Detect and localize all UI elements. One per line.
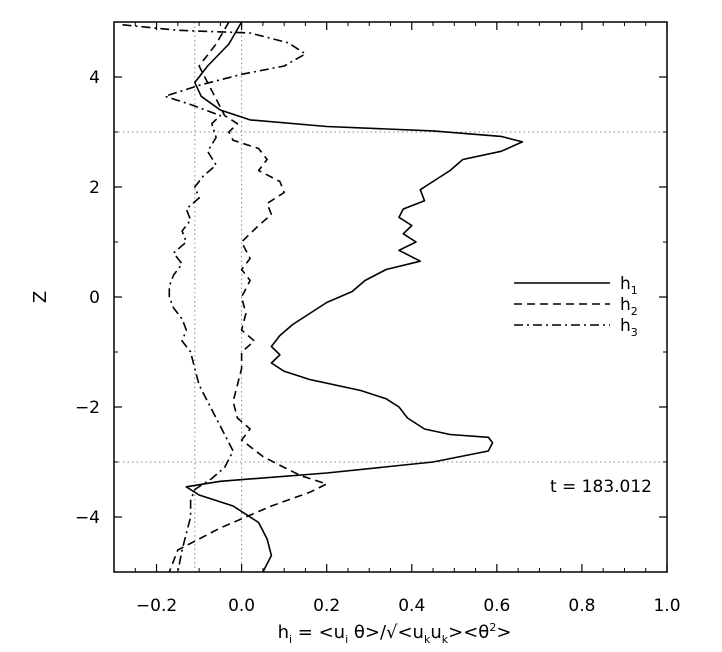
x-tick-label: −0.2 <box>136 596 177 616</box>
series-layer <box>122 21 524 573</box>
time-annotation: t = 183.012 <box>550 477 652 497</box>
x-tick-label: 0.0 <box>228 596 255 616</box>
x-tick-label: 0.2 <box>313 596 340 616</box>
x-tick-label: 0.8 <box>568 596 595 616</box>
reference-lines <box>114 22 667 572</box>
y-tick-label: 0 <box>89 288 100 308</box>
y-tick-label: −2 <box>75 398 100 418</box>
series-line-h2 <box>168 21 328 573</box>
x-tick-label: 0.4 <box>398 596 425 616</box>
x-axis-label: hi = <ui θ>/√<ukuk><θ2> <box>278 621 512 646</box>
legend-label: h2 <box>620 295 638 318</box>
y-tick-label: 4 <box>89 68 100 88</box>
y-tick-label: −4 <box>75 508 100 528</box>
tick-labels: −0.2 0.0 0.2 0.4 0.6 0.8 1.0 −4 −2 0 2 4 <box>75 68 681 616</box>
legend-label: h3 <box>620 316 638 339</box>
series-line-h3 <box>122 24 307 573</box>
x-tick-label: 1.0 <box>653 596 680 616</box>
y-tick-label: 2 <box>89 178 100 198</box>
series-line-h1 <box>185 21 524 573</box>
x-tick-label: 0.6 <box>483 596 510 616</box>
axis-ticks <box>113 21 668 573</box>
y-axis-label: Z <box>30 291 51 303</box>
legend-label: h1 <box>620 274 638 297</box>
